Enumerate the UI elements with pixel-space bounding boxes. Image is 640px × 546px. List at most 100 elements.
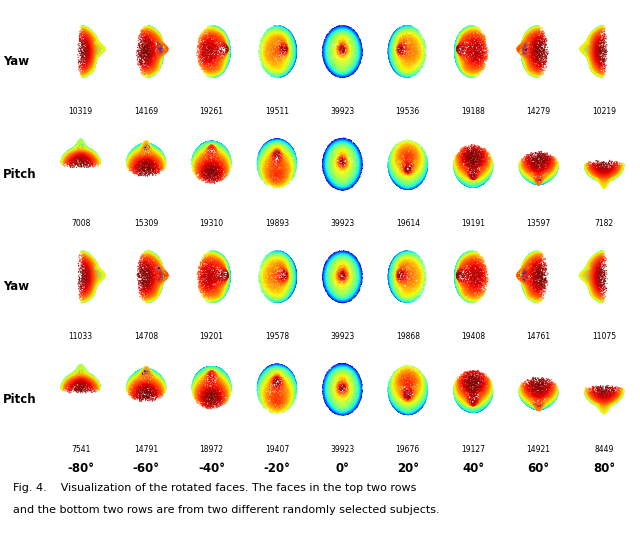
Point [323,51,333,60]
Point [156,283,166,292]
Point [520,277,530,286]
Point [337,254,348,263]
Point [585,59,595,68]
Point [587,62,597,71]
Point [325,281,335,289]
Point [138,382,148,391]
Point [154,258,164,266]
Point [351,263,361,272]
Point [223,274,233,282]
Point [598,404,609,413]
Point [160,380,170,389]
Point [526,295,536,304]
Point [397,183,408,192]
Point [396,155,406,163]
Point [150,269,160,277]
Point [200,395,210,403]
Point [221,285,231,294]
Point [287,278,298,287]
Point [477,405,488,414]
Point [86,55,97,63]
Point [285,292,295,301]
Point [349,253,359,262]
Point [593,23,604,32]
Point [145,380,155,389]
Point [450,272,460,281]
Point [268,63,278,72]
Point [335,27,346,35]
Point [550,395,560,403]
Point [141,278,152,287]
Point [389,174,399,182]
Point [152,257,163,265]
Point [289,46,299,55]
Point [83,32,93,40]
Point [340,254,351,263]
Point [255,383,266,392]
Point [290,280,300,289]
Point [81,368,92,377]
Point [600,399,610,408]
Point [479,400,490,409]
Point [384,52,394,61]
Point [281,266,291,275]
Point [157,273,167,282]
Point [86,286,96,295]
Point [206,25,216,33]
Point [86,253,96,262]
Point [464,406,474,414]
Point [282,266,292,275]
Point [65,376,75,384]
Point [470,49,480,58]
Point [526,292,536,300]
Point [450,45,460,54]
Point [468,165,478,174]
Point [454,58,465,67]
Point [326,377,337,386]
Point [200,38,210,46]
Point [349,141,360,150]
Point [335,165,346,174]
Point [386,284,396,293]
Point [266,361,276,370]
Point [220,282,230,291]
Point [88,67,99,75]
Point [454,265,465,274]
Point [589,175,600,183]
Point [460,294,470,302]
Point [79,366,90,375]
Point [79,149,89,157]
Point [202,265,212,274]
Point [274,177,284,186]
Point [518,35,528,44]
Point [79,298,89,307]
Point [287,62,297,70]
Point [223,34,233,43]
Point [518,393,528,401]
Point [479,55,490,64]
Point [394,370,404,378]
Point [257,270,268,279]
Point [413,173,423,181]
Point [274,70,284,79]
Point [350,37,360,46]
Point [549,171,559,180]
Point [198,282,208,290]
Point [84,68,95,76]
Point [100,273,110,282]
Point [260,365,270,374]
Point [460,179,470,188]
Point [453,396,463,405]
Point [87,376,97,385]
Point [93,157,103,166]
Point [386,281,396,290]
Point [467,402,477,411]
Point [386,260,396,269]
Point [208,147,218,156]
Point [260,150,270,158]
Point [87,277,97,286]
Point [403,138,413,147]
Point [399,72,409,80]
Point [150,372,161,381]
Point [390,180,401,188]
